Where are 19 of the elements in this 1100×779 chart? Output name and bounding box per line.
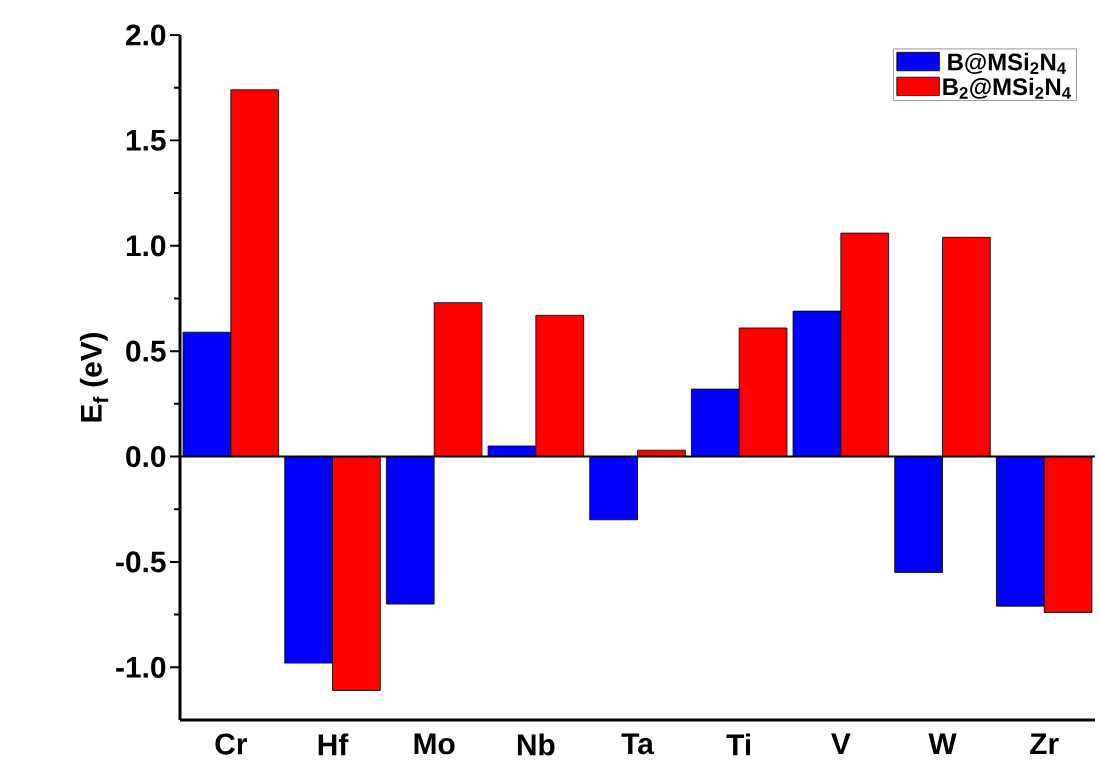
y-tick-label: 1.5 <box>126 129 166 151</box>
y-tick-label: -1.0 <box>116 656 166 678</box>
x-tick-label: V <box>831 733 851 755</box>
y-tick-label: 1.0 <box>126 235 166 257</box>
legend-label: B@MSi$_{2}$N$_{4}$ <box>948 52 1067 74</box>
x-tick-label: Nb <box>517 733 555 756</box>
x-tick-label: Ti <box>726 733 751 756</box>
y-axis-title: E$_{f}$ (eV) <box>79 332 109 422</box>
x-tick-label: Hf <box>318 733 349 756</box>
x-tick-label: W <box>928 733 957 755</box>
legend-label: B$_{2}$@MSi$_{2}$N$_{4}$ <box>943 77 1071 99</box>
x-tick-label: Mo <box>414 733 455 755</box>
y-tick-label: -0.5 <box>116 551 166 573</box>
y-tick-label: 0.0 <box>126 445 166 468</box>
x-tick-label: Zr <box>1030 733 1059 755</box>
y-tick-label: 2.0 <box>126 24 166 46</box>
x-tick-label: Ta <box>621 733 655 755</box>
x-tick-label: Cr <box>215 733 247 755</box>
y-tick-label: 0.5 <box>126 340 166 362</box>
